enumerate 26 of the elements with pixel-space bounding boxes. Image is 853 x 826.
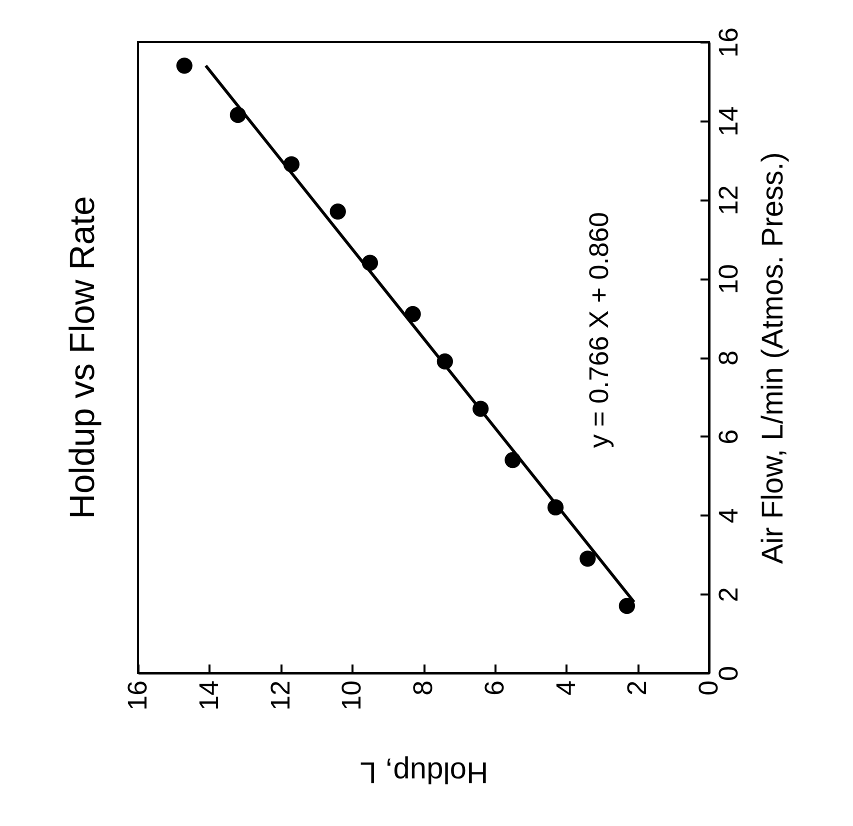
y-tick-label: 4 bbox=[714, 508, 744, 524]
x-tick-label: 8 bbox=[408, 680, 438, 696]
y-tick-label: 2 bbox=[714, 587, 744, 602]
x-axis-title: Holdup, L bbox=[360, 756, 488, 789]
point bbox=[618, 598, 635, 614]
x-tick-label: 16 bbox=[122, 680, 152, 711]
y-tick-label: 10 bbox=[714, 264, 744, 294]
y-tick-label: 12 bbox=[714, 185, 744, 216]
y-tick-label: 14 bbox=[714, 106, 744, 136]
point bbox=[330, 204, 346, 220]
x-tick-label: 10 bbox=[336, 680, 367, 711]
point bbox=[580, 550, 596, 567]
x-tick-label: 12 bbox=[265, 680, 296, 711]
y-axis-title: Air Flow, L/min (Atmos. Press.) bbox=[756, 152, 790, 564]
annotation: y = 0.766 X + 0.860 bbox=[584, 212, 614, 448]
x-tick-label: 4 bbox=[550, 680, 581, 696]
y-tick-label: 0 bbox=[714, 666, 744, 682]
y-tick-label: 6 bbox=[714, 429, 744, 444]
y-tick-label: 8 bbox=[714, 350, 744, 366]
point bbox=[176, 58, 192, 74]
text: Holdup vs Flow Rate bbox=[63, 196, 102, 519]
x-tick-label: 2 bbox=[622, 680, 652, 696]
y-tick-label: 16 bbox=[714, 27, 744, 58]
x-tick-label: 14 bbox=[194, 680, 224, 711]
x-tick-label: 0 bbox=[694, 680, 724, 696]
x-tick-label: 6 bbox=[479, 680, 510, 696]
